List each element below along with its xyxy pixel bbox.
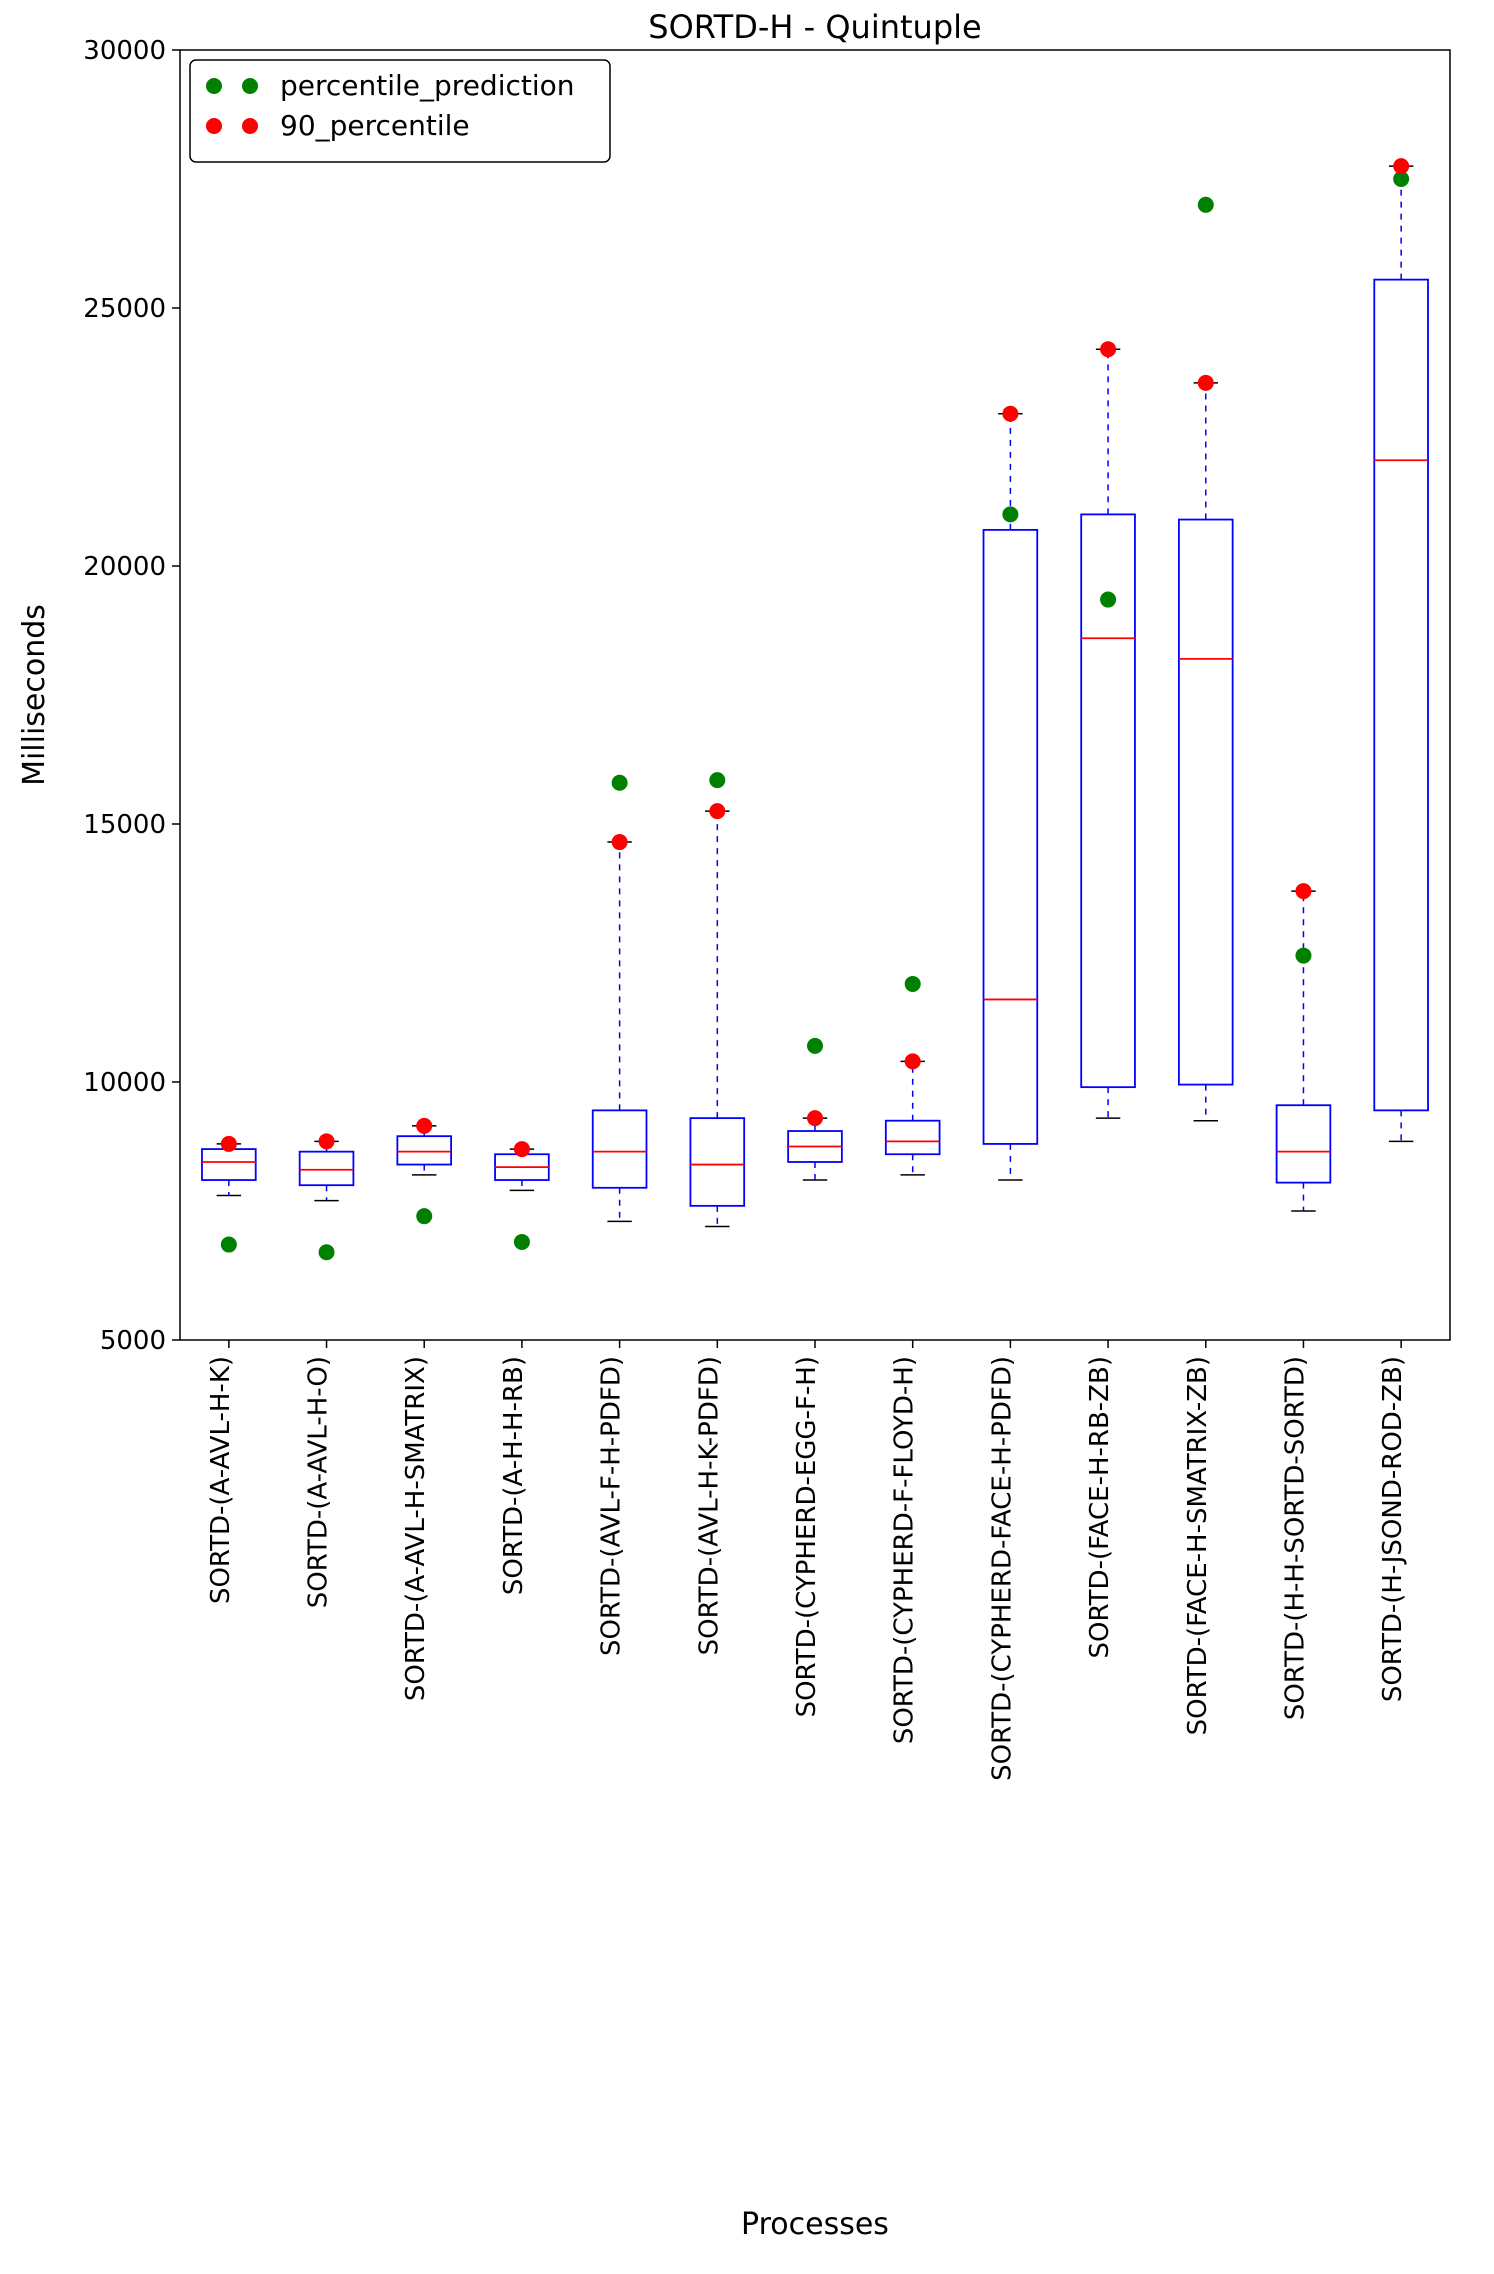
box (984, 530, 1038, 1144)
legend-label: 90_percentile (280, 109, 470, 142)
chart-title: SORTD-H - Quintuple (648, 8, 981, 46)
box (1179, 520, 1233, 1085)
percentile-prediction-point (905, 976, 921, 992)
box (886, 1121, 940, 1155)
p90-point (319, 1133, 335, 1149)
x-tick-label: SORTD-(CYPHERD-F-FLOYD-H) (890, 1356, 920, 1744)
p90-point (514, 1141, 530, 1157)
box (1277, 1105, 1331, 1182)
p90-point (709, 803, 725, 819)
boxplot-chart: 5000 10000 15000 20000 25000 30000 SORTD-(A-AV… (0, 0, 1494, 2274)
p90-point (807, 1110, 823, 1126)
legend-label: percentile_prediction (280, 69, 575, 102)
p90-point (1100, 341, 1116, 357)
percentile-prediction-point (807, 1038, 823, 1054)
percentile-prediction-point (1295, 948, 1311, 964)
box (1374, 280, 1428, 1111)
x-tick-label: SORTD-(H-H-SORTD-SORTD) (1280, 1356, 1310, 1720)
p90-point (1198, 375, 1214, 391)
p90-point (221, 1136, 237, 1152)
chart-container: 5000 10000 15000 20000 25000 30000 SORTD-(A-AV… (0, 0, 1494, 2274)
x-tick-label: SORTD-(AVL-F-H-PDFD) (597, 1356, 627, 1656)
x-tick-label: SORTD-(AVL-H-K-PDFD) (694, 1356, 724, 1655)
y-tick-label: 15000 (83, 810, 166, 840)
y-tick-label: 25000 (83, 294, 166, 324)
x-tick-label: SORTD-(A-AVL-H-K) (206, 1356, 236, 1604)
p90-point (1295, 883, 1311, 899)
x-tick-label: SORTD-(FACE-H-SMATRIX-ZB) (1183, 1356, 1213, 1735)
box (593, 1110, 647, 1187)
legend-marker (242, 78, 258, 94)
box (397, 1136, 451, 1164)
legend-marker (242, 118, 258, 134)
legend-marker (206, 118, 222, 134)
x-tick-label: SORTD-(A-AVL-H-O) (304, 1356, 334, 1608)
percentile-prediction-point (1002, 506, 1018, 522)
y-tick-label: 5000 (100, 1326, 166, 1356)
y-axis-label: Milliseconds (17, 604, 52, 786)
p90-point (416, 1118, 432, 1134)
percentile-prediction-point (1198, 197, 1214, 213)
p90-point (1393, 158, 1409, 174)
percentile-prediction-point (612, 775, 628, 791)
percentile-prediction-point (319, 1244, 335, 1260)
legend-marker (206, 78, 222, 94)
x-tick-label: SORTD-(H-JSOND-ROD-ZB) (1378, 1356, 1408, 1702)
percentile-prediction-point (416, 1208, 432, 1224)
y-tick-label: 20000 (83, 552, 166, 582)
box (690, 1118, 744, 1206)
x-axis-label: Processes (741, 2207, 889, 2242)
y-tick-label: 30000 (83, 36, 166, 66)
x-tick-label: SORTD-(A-H-H-RB) (499, 1356, 529, 1595)
percentile-prediction-point (709, 772, 725, 788)
p90-point (1002, 406, 1018, 422)
x-tick-label: SORTD-(A-AVL-H-SMATRIX) (401, 1356, 431, 1701)
y-tick-label: 10000 (83, 1068, 166, 1098)
x-tick-label: SORTD-(CYPHERD-EGG-F-H) (792, 1356, 822, 1717)
p90-point (612, 834, 628, 850)
x-tick-label: SORTD-(FACE-H-RB-ZB) (1085, 1356, 1115, 1658)
x-tick-label: SORTD-(CYPHERD-FACE-H-PDFD) (987, 1356, 1017, 1781)
p90-point (905, 1053, 921, 1069)
percentile-prediction-point (514, 1234, 530, 1250)
percentile-prediction-point (221, 1237, 237, 1253)
box (300, 1152, 354, 1186)
box (202, 1149, 256, 1180)
percentile-prediction-point (1100, 592, 1116, 608)
